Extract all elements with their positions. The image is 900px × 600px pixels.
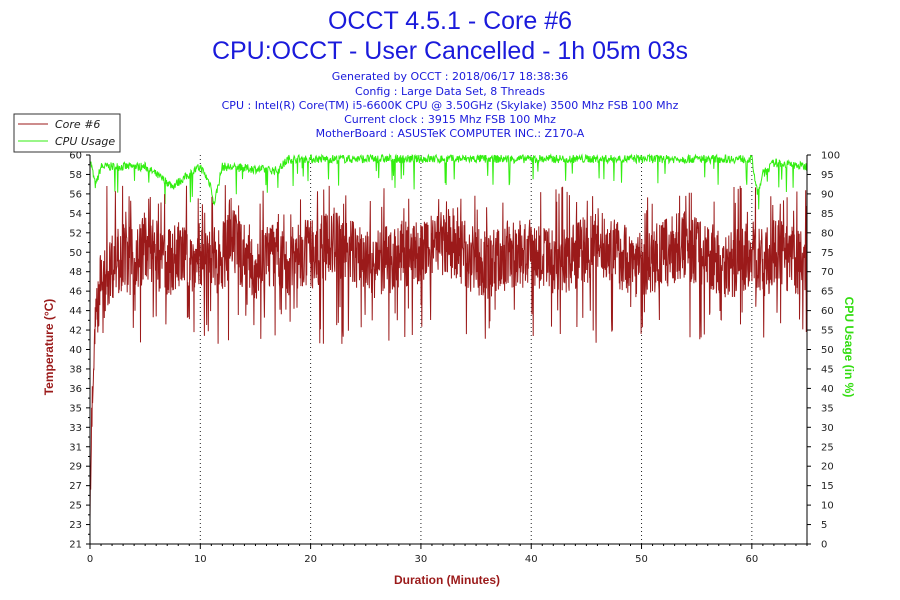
chart-title: OCCT 4.5.1 - Core #6 [328,7,572,35]
y2-tick-label: 100 [821,151,840,162]
legend-label-core: Core #6 [55,118,100,131]
series-layer [89,153,808,520]
x-tick-label: 20 [304,554,317,565]
y2-tick-label: 50 [821,345,834,356]
y2-tick-label: 90 [821,189,834,200]
y2-tick-label: 75 [821,248,834,259]
legend: Core #6 CPU Usage [13,113,121,153]
y2-tick-label: 70 [821,267,834,278]
y2-tick-label: 35 [821,403,834,414]
y-tick-label: 58 [69,170,82,181]
y2-tick-label: 95 [821,170,834,181]
info-motherboard: MotherBoard : ASUSTeK COMPUTER INC.: Z17… [316,127,585,140]
y2-tick-label: 60 [821,306,834,317]
y-tick-label: 29 [69,462,82,473]
x-tick-label: 0 [87,554,93,565]
y-tick-label: 23 [69,520,82,531]
y-tick-label: 27 [69,481,82,492]
info-cpu: CPU : Intel(R) Core(TM) i5-6600K CPU @ 3… [222,99,679,112]
y-tick-label: 60 [69,151,82,162]
legend-label-usage: CPU Usage [55,135,115,148]
y-tick-label: 25 [69,501,82,512]
series-line-core-6 [89,185,808,520]
y2-tick-label: 45 [821,364,834,375]
y-tick-label: 50 [69,248,82,259]
x-tick-label: 10 [194,554,207,565]
y-tick-label: 40 [69,345,82,356]
y2-tick-label: 85 [821,209,834,220]
info-config: Config : Large Data Set, 8 Threads [355,85,545,98]
y-tick-label: 52 [69,228,82,239]
x-axis-label: Duration (Minutes) [394,573,500,587]
y2-tick-label: 15 [821,481,834,492]
info-clock: Current clock : 3915 Mhz FSB 100 Mhz [344,113,556,126]
x-tick-label: 40 [525,554,538,565]
y2-tick-label: 0 [821,540,827,551]
y2-tick-label: 25 [821,442,834,453]
axes: 2123252729313335363840424446485052545658… [69,151,840,566]
y2-tick-label: 20 [821,462,834,473]
y-tick-label: 46 [69,287,82,298]
y-tick-label: 48 [69,267,82,278]
y2-tick-label: 40 [821,384,834,395]
series-line-cpu-usage [89,153,808,210]
y2-tick-label: 55 [821,326,834,337]
y2-axis-label: CPU Usage (in %) [842,297,856,398]
y-tick-label: 54 [69,209,82,220]
legend-box [13,113,121,153]
x-tick-label: 60 [745,554,758,565]
gridlines [199,155,753,544]
y2-tick-label: 5 [821,520,827,531]
info-generated: Generated by OCCT : 2018/06/17 18:38:36 [332,70,569,83]
y-tick-label: 44 [69,306,82,317]
x-tick-label: 50 [635,554,648,565]
y2-tick-label: 80 [821,228,834,239]
y-tick-label: 42 [69,326,82,337]
y-tick-label: 31 [69,442,82,453]
y-tick-label: 35 [69,403,82,414]
x-tick-label: 30 [415,554,428,565]
y2-tick-label: 30 [821,423,834,434]
y-tick-label: 36 [69,384,82,395]
y2-tick-label: 65 [821,287,834,298]
y-tick-label: 38 [69,364,82,375]
y-tick-label: 33 [69,423,82,434]
y-axis-label: Temperature (°C) [42,299,56,396]
y-tick-label: 56 [69,189,82,200]
y-tick-label: 21 [69,540,82,551]
y2-tick-label: 10 [821,501,834,512]
chart-subtitle: CPU:OCCT - User Cancelled - 1h 05m 03s [212,37,688,65]
